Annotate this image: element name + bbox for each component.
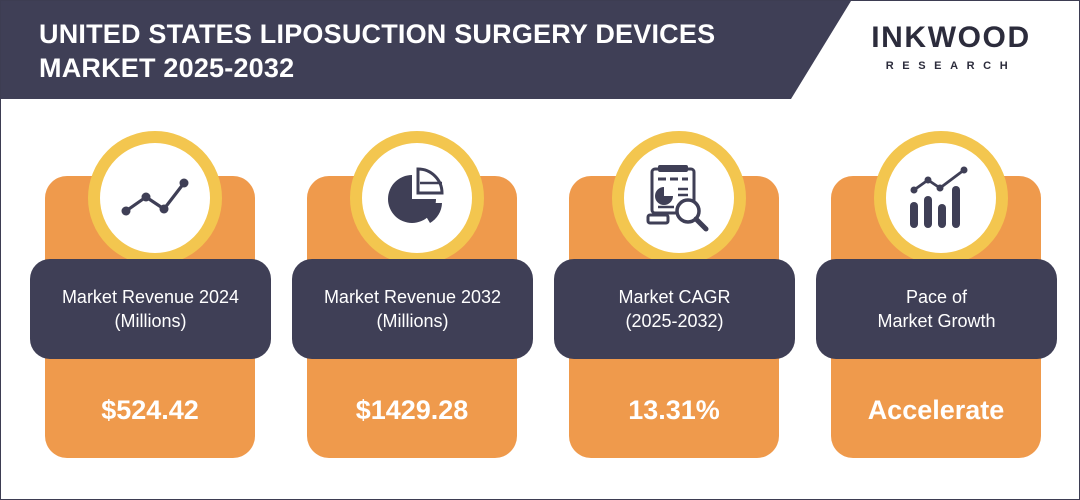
logo-name: INKWOOD <box>871 21 1031 54</box>
metric-label: Market Revenue 2032 (Millions) <box>292 259 533 359</box>
page-title: UNITED STATES LIPOSUCTION SURGERY DEVICE… <box>39 17 799 85</box>
icon-circle <box>88 131 222 265</box>
metric-label-line-2: Market Growth <box>877 311 996 331</box>
line-chart-icon <box>121 178 189 216</box>
metric-label: Pace of Market Growth <box>816 259 1057 359</box>
metric-value: $524.42 <box>101 395 199 425</box>
metric-label-line-2: (Millions) <box>114 311 187 331</box>
title-line-2: MARKET 2025-2032 <box>39 53 295 83</box>
metric-label: Market Revenue 2024 (Millions) <box>30 259 271 359</box>
metric-label-line-1: Market CAGR <box>618 287 731 307</box>
icon-circle <box>612 131 746 265</box>
metric-label-line-1: Market Revenue 2032 <box>323 287 502 307</box>
metric-label-line-2: (Millions) <box>376 311 449 331</box>
logo-subtitle: RESEARCH <box>885 60 1017 72</box>
metric-label-line-1: Market Revenue 2024 <box>61 287 240 307</box>
icon-circle <box>350 131 484 265</box>
report-analysis-icon <box>646 165 709 232</box>
card-pace-of-market-growth: Pace of Market Growth Accelerate <box>816 1 1076 499</box>
card-market-cagr: Market CAGR (2025-2032) 13.31% <box>554 1 814 499</box>
metric-value: 13.31% <box>628 395 720 425</box>
metric-label-line-2: (2025-2032) <box>625 311 724 331</box>
card-market-revenue-2024: Market Revenue 2024 (Millions) $524.42 <box>30 1 290 499</box>
metric-label: Market CAGR (2025-2032) <box>554 259 795 359</box>
icon-circle <box>874 131 1008 265</box>
metric-label-line-1: Pace of <box>905 287 968 307</box>
title-line-1: UNITED STATES LIPOSUCTION SURGERY DEVICE… <box>39 19 716 49</box>
metric-value: $1429.28 <box>355 395 469 425</box>
pie-chart-icon <box>388 167 444 223</box>
card-market-revenue-2032: Market Revenue 2032 (Millions) $1429.28 <box>292 1 552 499</box>
metric-value: Accelerate <box>867 395 1005 425</box>
growth-chart-icon <box>910 166 968 228</box>
